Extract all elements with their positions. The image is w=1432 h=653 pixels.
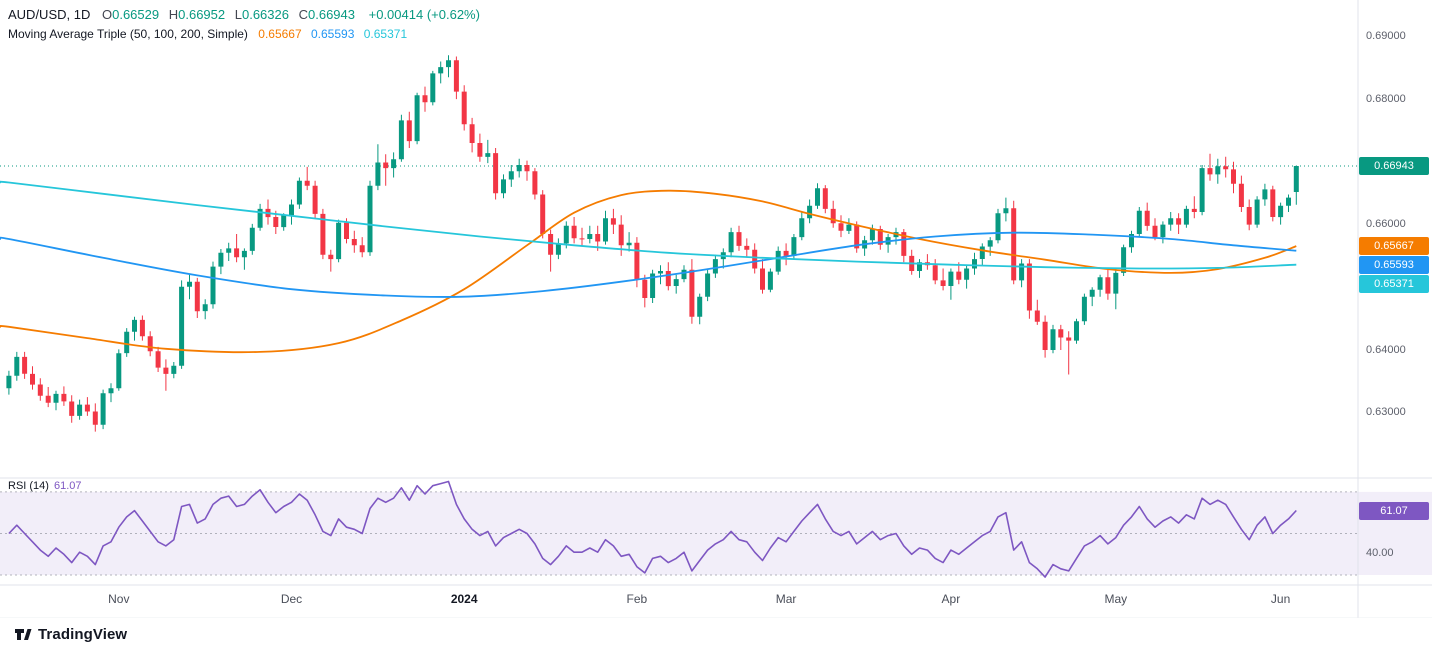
sma200-value: 0.65371 [363, 27, 408, 41]
price-tick-label: 0.69000 [1366, 30, 1406, 42]
price-badge-ma200: 0.65371 [1359, 275, 1429, 294]
rsi-line [8, 480, 1297, 578]
price-badge-up: 0.66943 [1359, 157, 1429, 175]
price-scale[interactable]: 0.69000 0.68000 0.66000 0.64000 0.63000 0.669… [1358, 0, 1432, 585]
time-tick-label-mar: Mar [775, 592, 797, 606]
price-tick-label: 0.64000 [1366, 343, 1406, 356]
time-tick-label-nov: Nov [108, 592, 130, 606]
indicator-legend: Moving Average Triple (50, 100, 200, Sim… [8, 26, 413, 43]
sma-100-line [0, 231, 1297, 298]
symbol-title[interactable]: AUD/USD, 1D [8, 7, 91, 22]
rsi-title[interactable]: RSI (14) [8, 480, 49, 492]
tradingview-brand[interactable]: TradingView [14, 625, 127, 643]
close-value: 0.66943 [308, 7, 355, 22]
time-tick-label-dec: Dec [280, 592, 303, 606]
time-tick-label-apr: Apr [941, 592, 961, 606]
candle-bodies-up [6, 60, 1299, 425]
tradingview-logo-text: TradingView [38, 625, 128, 643]
time-tick-label-jun: Jun [1270, 592, 1291, 606]
high-value: 0.66952 [178, 7, 226, 22]
rsi-badge: 61.07 [1359, 501, 1429, 520]
price-tick-label: 0.68000 [1366, 92, 1406, 105]
price-tick-label: 0.63000 [1366, 406, 1406, 419]
rsi-value: 61.07 [53, 480, 82, 492]
sma-200-line [0, 180, 1297, 270]
chart-canvas[interactable] [0, 0, 1432, 618]
open-value: 0.66529 [112, 7, 160, 22]
low-label: L [234, 7, 242, 22]
sma50-value: 0.65667 [258, 27, 302, 41]
open-label: O [101, 7, 113, 22]
sma100-value: 0.65593 [311, 27, 355, 41]
sma-50-line [0, 189, 1297, 354]
rsi-tick-label: 40.00 [1366, 547, 1394, 560]
candle-bodies-down [22, 60, 1276, 425]
price-badge-ma50: 0.65667 [1359, 237, 1429, 256]
change-value: +0.00414 (+0.62%) [368, 7, 480, 22]
time-tick-label-feb: Feb [626, 592, 648, 606]
time-tick-label-may: May [1104, 592, 1128, 606]
close-label: C [298, 7, 308, 22]
time-tick-label-2024: 2024 [450, 592, 478, 606]
low-value: 0.66326 [241, 7, 289, 22]
time-scale[interactable]: Nov Dec 2024 Feb Mar Apr May Jun [0, 585, 1432, 618]
high-label: H [168, 7, 179, 22]
price-tick-label: 0.66000 [1366, 218, 1406, 231]
candle-wicks-down [24, 56, 1274, 432]
symbol-legend: AUD/USD, 1D O0.66529 H0.66952 L0.66326 C… [8, 6, 480, 24]
indicator-title[interactable]: Moving Average Triple (50, 100, 200, Sim… [8, 27, 248, 41]
tradingview-logo-icon [15, 629, 32, 640]
price-badge-ma100: 0.65593 [1359, 256, 1429, 275]
rsi-legend: RSI (14) 61.07 [8, 480, 82, 492]
candle-wicks-up [8, 55, 1297, 430]
